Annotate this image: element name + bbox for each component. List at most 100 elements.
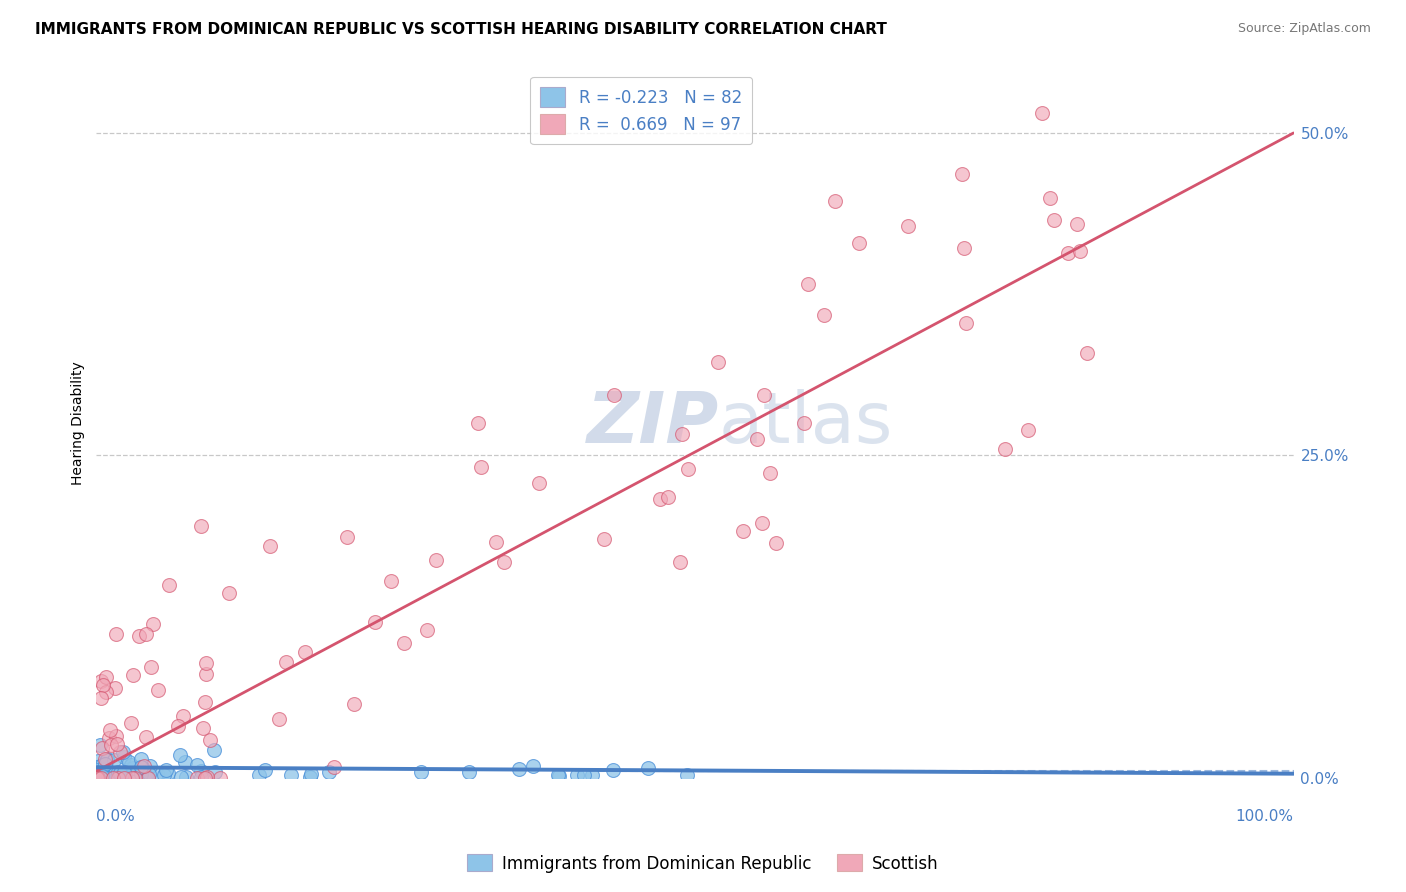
Point <box>280 768 302 782</box>
Point <box>96 752 118 766</box>
Point <box>209 771 232 785</box>
Point <box>135 730 157 744</box>
Point <box>96 771 118 785</box>
Point <box>148 683 170 698</box>
Point <box>758 466 780 480</box>
Point <box>953 241 976 255</box>
Point <box>1031 105 1053 120</box>
Point <box>247 768 270 782</box>
Point <box>131 760 153 774</box>
Point <box>194 771 217 785</box>
Point <box>678 461 700 475</box>
Text: Source: ZipAtlas.com: Source: ZipAtlas.com <box>1237 22 1371 36</box>
Point <box>492 555 515 569</box>
Point <box>138 767 160 781</box>
Point <box>103 753 125 767</box>
Point <box>218 586 240 600</box>
Point <box>202 743 225 757</box>
Point <box>470 460 492 475</box>
Point <box>87 763 110 777</box>
Point <box>108 766 131 780</box>
Point <box>103 766 125 780</box>
Point <box>765 535 787 549</box>
Point <box>139 759 162 773</box>
Point <box>129 752 152 766</box>
Point <box>547 768 569 782</box>
Point <box>669 555 692 569</box>
Point <box>87 769 110 783</box>
Point <box>112 768 135 782</box>
Point <box>118 756 141 770</box>
Point <box>322 759 344 773</box>
Point <box>86 759 108 773</box>
Point <box>90 760 112 774</box>
Point <box>195 770 218 784</box>
Point <box>276 655 298 669</box>
Point <box>204 765 226 780</box>
Point <box>527 475 550 490</box>
Point <box>134 758 156 772</box>
Point <box>747 432 769 446</box>
Point <box>120 716 142 731</box>
Point <box>190 770 212 784</box>
Point <box>484 535 506 549</box>
Point <box>120 757 142 772</box>
Point <box>91 766 114 780</box>
Point <box>96 770 118 784</box>
Point <box>114 767 136 781</box>
Point <box>731 524 754 538</box>
Point <box>166 719 188 733</box>
Point <box>1056 246 1078 260</box>
Point <box>91 769 114 783</box>
Point <box>94 685 117 699</box>
Point <box>259 540 281 554</box>
Point <box>128 629 150 643</box>
Point <box>87 771 110 785</box>
Point <box>458 764 481 779</box>
Point <box>1076 346 1098 360</box>
Point <box>299 767 322 781</box>
Point <box>190 764 212 779</box>
Point <box>637 761 659 775</box>
Point <box>100 738 122 752</box>
Point <box>122 761 145 775</box>
Legend: R = -0.223   N = 82, R =  0.669   N = 97: R = -0.223 N = 82, R = 0.669 N = 97 <box>530 77 752 145</box>
Point <box>157 766 180 780</box>
Point <box>90 763 112 777</box>
Point <box>657 490 679 504</box>
Point <box>508 762 530 776</box>
Point <box>200 733 222 747</box>
Point <box>318 765 340 780</box>
Point <box>112 767 135 781</box>
Point <box>1039 191 1062 205</box>
Point <box>145 765 167 780</box>
Point <box>98 723 121 738</box>
Point <box>547 769 569 783</box>
Point <box>425 553 447 567</box>
Point <box>186 771 208 785</box>
Point <box>105 626 128 640</box>
Point <box>650 492 672 507</box>
Point <box>98 768 121 782</box>
Point <box>336 530 359 544</box>
Point <box>90 691 112 706</box>
Point <box>813 308 835 322</box>
Point <box>294 645 316 659</box>
Point <box>112 750 135 764</box>
Point <box>103 770 125 784</box>
Point <box>90 771 112 785</box>
Point <box>155 763 177 777</box>
Point <box>169 748 191 763</box>
Point <box>194 695 217 709</box>
Point <box>96 670 118 684</box>
Point <box>105 737 128 751</box>
Point <box>104 681 127 695</box>
Point <box>94 757 117 772</box>
Point <box>565 768 588 782</box>
Point <box>112 770 135 784</box>
Point <box>676 768 699 782</box>
Point <box>89 764 111 779</box>
Point <box>91 757 114 772</box>
Point <box>267 712 290 726</box>
Point <box>603 388 626 402</box>
